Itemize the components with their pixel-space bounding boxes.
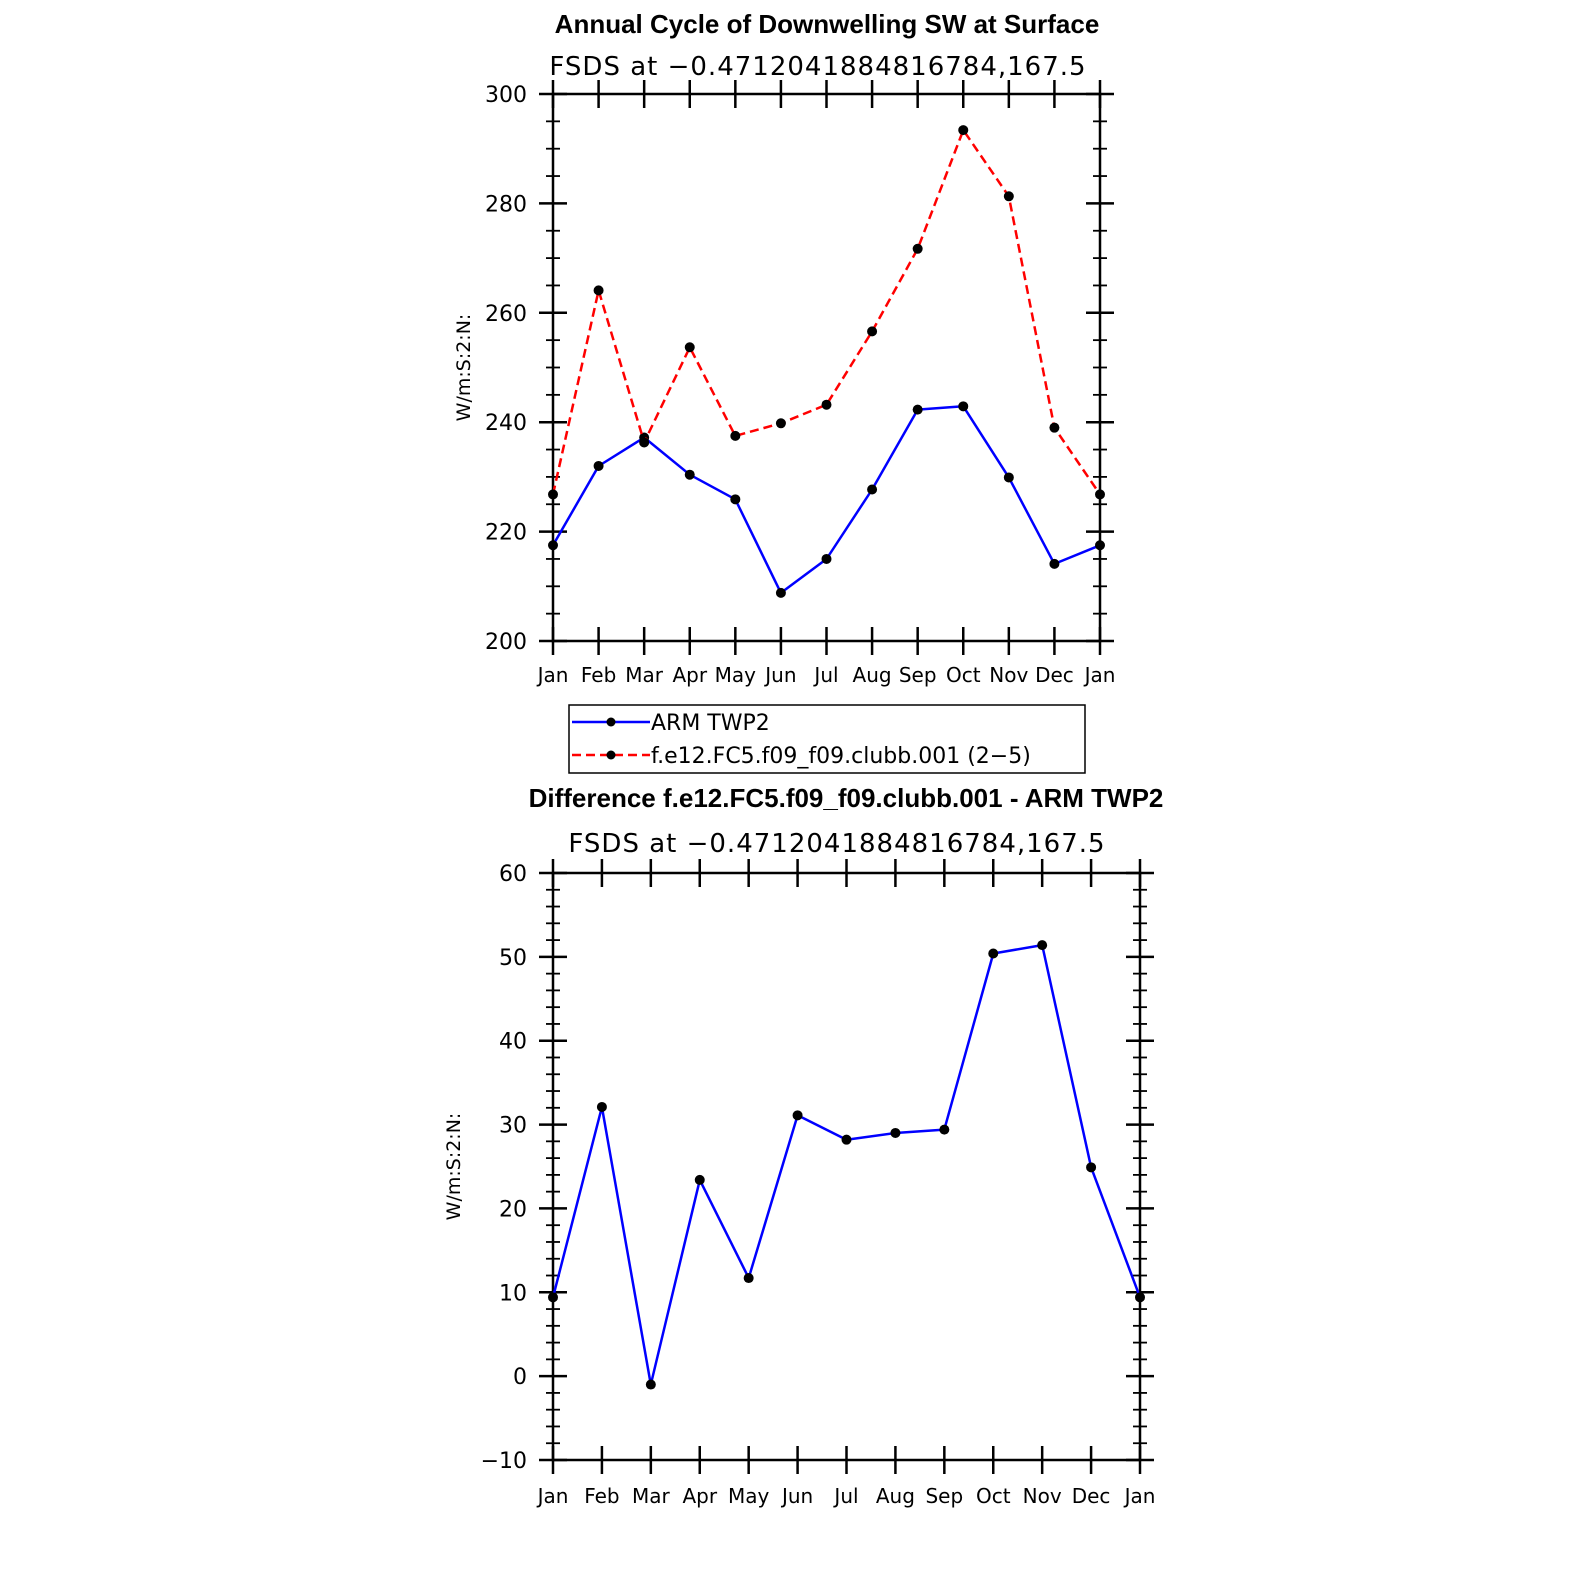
legend-box <box>568 704 1086 774</box>
chart1-series-0-point <box>890 1127 901 1138</box>
chart0-xtick-label: Jun <box>763 663 796 687</box>
chart1-xtick-label: Apr <box>682 1484 717 1508</box>
chart0-ytick-label: 220 <box>485 521 527 546</box>
chart0-ytick-label: 300 <box>485 83 527 108</box>
chart1-xtick-label: Jun <box>780 1484 813 1508</box>
chart-top-plot-area: 200 220 240 260 280 300 Jan Feb Mar Apr May Jun Jul A… <box>453 80 1115 687</box>
chart-bottom-plot-area: −10 0 10 20 30 40 50 60 Jan Feb Mar Apr May Jun Jul Aug… <box>443 859 1155 1508</box>
chart0-series-1-point <box>548 489 558 500</box>
chart0-xtick-label: Apr <box>672 663 707 687</box>
chart0-series-1-point <box>1095 489 1105 500</box>
chart1-xtick-label: Feb <box>584 1484 619 1508</box>
chart-bottom-subtitle: FSDS at −0.4712041884816784,167.5 <box>568 829 1105 859</box>
chart1-ytick-label: 50 <box>499 946 527 971</box>
chart1-series-0-point <box>841 1134 852 1145</box>
chart1-series-0-point <box>939 1124 950 1135</box>
chart1-ytick-label: 60 <box>499 862 527 887</box>
chart0-series-1-point <box>1049 422 1060 433</box>
chart1-xtick-label: Sep <box>925 1484 963 1508</box>
chart0-series-0-point <box>684 469 695 480</box>
chart1-ytick-label: 40 <box>499 1030 527 1055</box>
chart0-series-1-point <box>821 399 832 410</box>
chart1-series-0-point <box>548 1292 558 1303</box>
legend-label-arm-twp2: ARM TWP2 <box>651 711 770 736</box>
chart0-series-1-point <box>730 430 741 441</box>
chart0-xtick-label: Nov <box>989 663 1028 687</box>
chart0-series-0-point <box>867 484 878 495</box>
chart0-xtick-label: Jan <box>536 663 569 687</box>
chart0-xtick-label: Sep <box>899 663 937 687</box>
chart0-series-0-point <box>1095 540 1105 551</box>
chart0-series-1-point <box>912 243 923 254</box>
chart1-series-0-point <box>645 1379 656 1390</box>
chart0-series-0-point <box>1049 558 1060 569</box>
chart0-series-1-point <box>593 285 604 296</box>
chart-top-legend: ARM TWP2 f.e12.FC5.f09_f09.clubb.001 (2−… <box>568 704 1086 774</box>
chart0-xtick-label: Oct <box>946 663 981 687</box>
chart1-xtick-label: Jan <box>536 1484 569 1508</box>
chart1-xtick-label: Mar <box>632 1484 671 1508</box>
chart1-xtick-label: Jan <box>1123 1484 1156 1508</box>
chart0-series-1-point <box>639 437 650 448</box>
chart0-series-0-point <box>775 587 786 598</box>
chart1-series-0-line <box>551 943 1142 1386</box>
chart0-xtick-label: May <box>715 663 757 687</box>
chart1-series-0-point <box>988 948 999 959</box>
chart-bottom: Difference f.e12.FC5.f09_f09.clubb.001 -… <box>443 783 1163 1508</box>
chart-bottom-title: Difference f.e12.FC5.f09_f09.clubb.001 -… <box>529 783 1164 813</box>
chart1-ytick-label: 20 <box>499 1197 527 1222</box>
chart1-ytick-label: 30 <box>499 1114 527 1139</box>
chart0-xtick-label: Jul <box>812 663 838 687</box>
chart0-series-0-point <box>821 553 832 564</box>
chart0-series-0-point <box>1003 472 1014 483</box>
chart1-series-0-point <box>596 1101 607 1112</box>
chart1-xtick-label: Aug <box>876 1484 915 1508</box>
chart0-series-1-point <box>775 418 786 429</box>
chart1-ytick-label: −10 <box>481 1449 527 1474</box>
chart1-series-0-point <box>792 1110 803 1121</box>
chart0-y-axis-label: W/m:S:2:N: <box>453 314 475 422</box>
chart0-ytick-label: 280 <box>485 192 527 217</box>
chart0-xtick-label: Aug <box>853 663 892 687</box>
chart1-plot-frame <box>551 871 1142 1462</box>
chart1-xtick-label: Dec <box>1072 1484 1111 1508</box>
chart0-ytick-label: 260 <box>485 302 527 327</box>
chart0-series-1-point <box>684 342 695 353</box>
chart0-xtick-label: Feb <box>581 663 616 687</box>
chart-top: Annual Cycle of Downwelling SW at Surfac… <box>453 9 1115 774</box>
chart0-ytick-label: 240 <box>485 411 527 436</box>
chart0-series-0-point <box>958 401 969 412</box>
chart0-xtick-label: Mar <box>625 663 664 687</box>
chart1-series-0-point <box>1086 1162 1097 1173</box>
chart1-series-0-point <box>1135 1292 1145 1303</box>
chart0-xtick-label: Jan <box>1083 663 1116 687</box>
chart-top-title: Annual Cycle of Downwelling SW at Surfac… <box>555 9 1100 39</box>
chart1-xtick-label: May <box>728 1484 770 1508</box>
chart1-xtick-label: Jul <box>832 1484 858 1508</box>
chart1-ytick-label: 10 <box>499 1281 527 1306</box>
chart0-xtick-label: Dec <box>1035 663 1074 687</box>
chart0-series-0-point <box>548 540 558 551</box>
chart0-series-1-point <box>958 125 969 136</box>
chart1-ytick-label: 0 <box>513 1365 527 1390</box>
chart1-xtick-label: Oct <box>976 1484 1011 1508</box>
chart0-series-0-point <box>730 494 741 505</box>
chart1-series-0-point <box>1037 940 1048 951</box>
chart0-ytick-label: 200 <box>485 630 527 655</box>
chart1-series-0-point <box>694 1174 705 1185</box>
chart0-series-1-point <box>1003 191 1014 202</box>
chart0-series-0-point <box>912 404 923 415</box>
legend-label-model: f.e12.FC5.f09_f09.clubb.001 (2−5) <box>651 744 1031 769</box>
chart0-series-0-point <box>593 460 604 471</box>
legend-marker-model <box>606 750 616 760</box>
chart1-xtick-label: Nov <box>1023 1484 1062 1508</box>
chart-top-subtitle: FSDS at −0.4712041884816784,167.5 <box>549 52 1086 82</box>
chart0-series-1-point <box>867 326 878 337</box>
legend-marker-arm-twp2 <box>606 717 616 727</box>
chart0-series-0-line <box>551 405 1101 595</box>
chart1-series-0-point <box>743 1273 754 1284</box>
chart1-y-axis-label: W/m:S:2:N: <box>443 1113 465 1221</box>
chart0-series-1-line <box>551 128 1102 496</box>
